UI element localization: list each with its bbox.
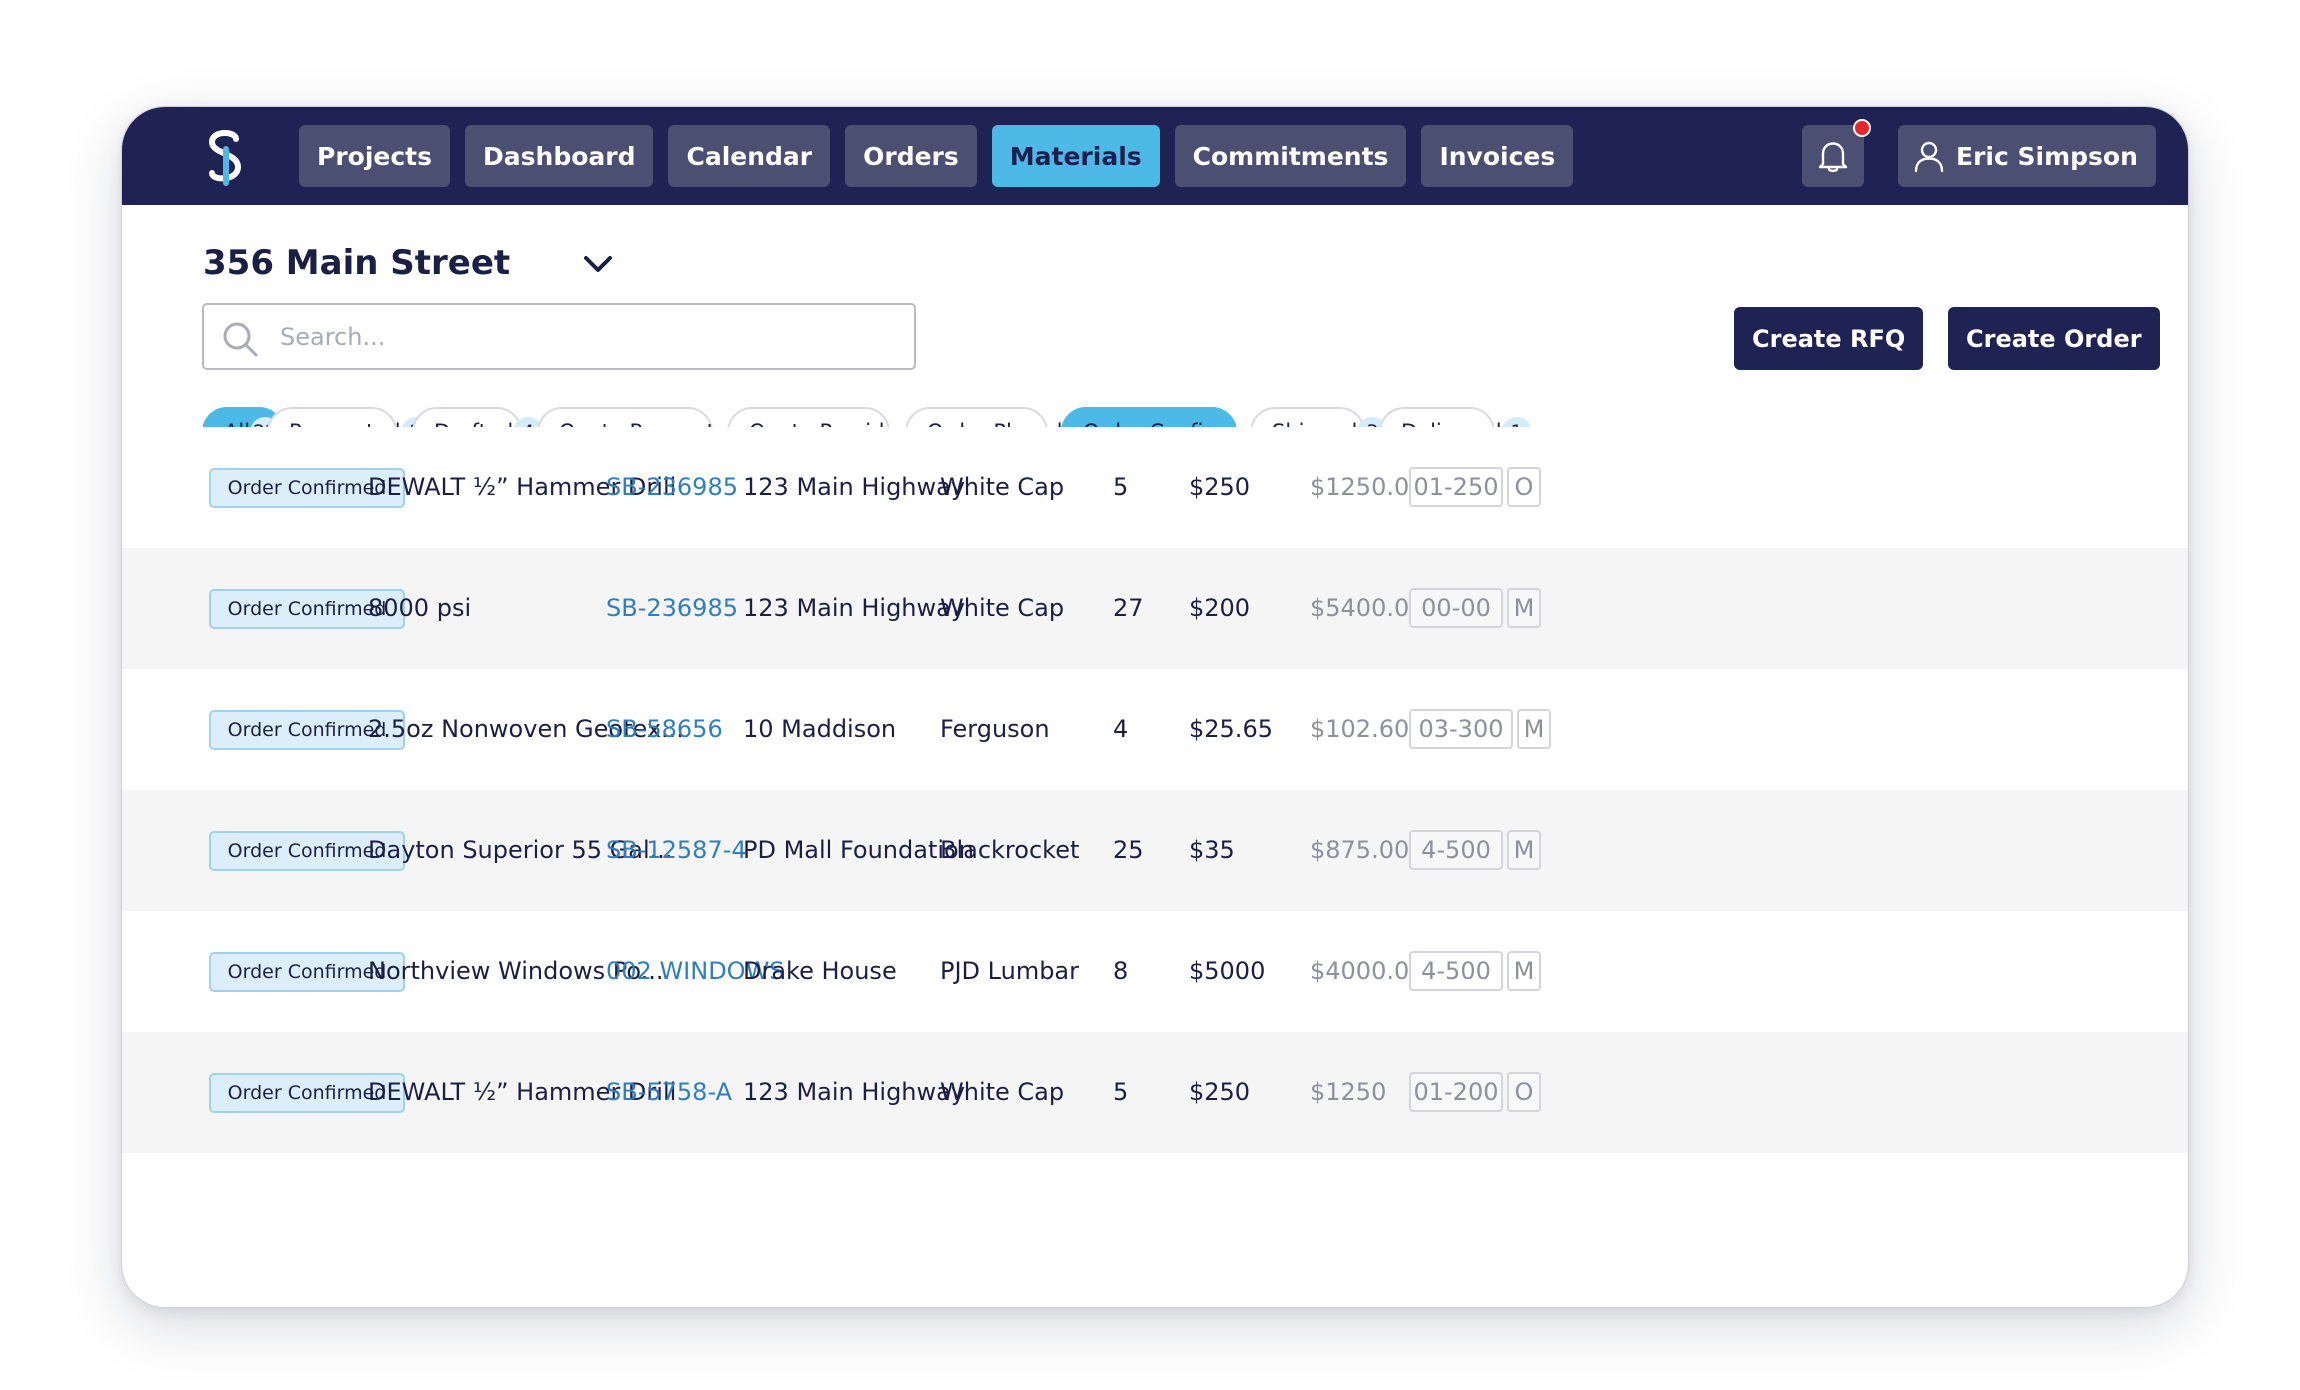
qty-cell: 25 [1113,836,1144,864]
nav-tab-invoices[interactable]: Invoices [1421,125,1574,187]
search-box [202,303,916,370]
nav-tab-projects[interactable]: Projects [299,125,451,187]
status-badge: Order Confirmed [209,710,405,750]
project-cell: Drake House [743,957,897,985]
vendor-cell: Ferguson [940,715,1050,743]
description-cell: 2.5oz Nonwoven Geotex... [368,715,684,743]
order-link[interactable]: 002 WINDOWS [606,957,785,985]
order-link[interactable]: SB-5758-A [606,1078,732,1106]
order-link[interactable]: SB-236985 [606,473,738,501]
ext-cost-cell: $102.60 [1310,715,1410,743]
vendor-cell: Blackrocket [940,836,1080,864]
table-row[interactable]: Order Confirmed DEWALT ½” Hammer Drill SB-… [122,1032,2188,1153]
status-badge: Order Confirmed [209,1073,405,1113]
cost-code-box: 03-300 [1409,709,1513,749]
cost-type-box: M [1517,709,1551,749]
status-badge: Order Confirmed [209,468,405,508]
vendor-cell: PJD Lumbar [940,957,1080,985]
nav-tab-orders[interactable]: Orders [845,125,977,187]
qty-cell: 27 [1113,594,1144,622]
ext-cost-cell: $1250.00 [1310,473,1425,501]
unit-cost-cell: $200 [1189,594,1251,622]
ext-cost-cell: $875.00 [1310,836,1410,864]
top-navbar: Projects Dashboard Calendar Orders Materials… [122,107,2188,205]
vendor-cell: White Cap [940,594,1065,622]
app-window: Projects Dashboard Calendar Orders Materials… [121,106,2189,1308]
qty-cell: 5 [1113,1078,1129,1106]
user-menu-button[interactable]: Eric Simpson [1898,125,2156,187]
search-icon [223,322,258,357]
status-badge: Order Confirmed [209,952,405,992]
cost-code-box: 01-200 [1409,1072,1503,1112]
ext-cost-cell: $4000.00 [1310,957,1425,985]
table-row[interactable]: Order Confirmed Dayton Superior 55 Gal...… [122,790,2188,911]
cost-code-box: 4-500 [1409,830,1503,870]
app-logo-icon[interactable] [204,127,246,187]
cost-code-box: 00-00 [1409,588,1503,628]
chevron-down-icon[interactable] [580,249,616,279]
order-link[interactable]: SB-12587-4 [606,836,747,864]
cost-code-box: 4-500 [1409,951,1503,991]
description-cell: DEWALT ½” Hammer Drill [368,473,677,501]
table-row[interactable]: Order Confirmed Northview Windows Po... 00… [122,911,2188,1032]
search-input[interactable] [280,315,900,359]
qty-cell: 5 [1113,473,1129,501]
table-row[interactable]: Order Confirmed 2.5oz Nonwoven Geotex... S… [122,669,2188,790]
description-cell: DEWALT ½” Hammer Drill [368,1078,677,1106]
unit-cost-cell: $25.65 [1189,715,1273,743]
description-cell: 8000 psi [368,594,472,622]
qty-cell: 4 [1113,715,1129,743]
ext-cost-cell: $1250 [1310,1078,1387,1106]
nav-tab-materials[interactable]: Materials [991,125,1160,187]
notification-dot [1853,119,1871,137]
vendor-cell: White Cap [940,1078,1065,1106]
cost-type-box: O [1507,1072,1541,1112]
create-rfq-button[interactable]: Create RFQ [1734,307,1924,370]
project-cell: 123 Main Highway [743,473,966,501]
cost-code-box: 01-250 [1409,467,1503,507]
cost-type-box: M [1507,588,1541,628]
order-link[interactable]: SB-236985 [606,594,738,622]
qty-cell: 8 [1113,957,1129,985]
cost-type-box: M [1507,830,1541,870]
description-cell: Northview Windows Po... [368,957,664,985]
unit-cost-cell: $250 [1189,1078,1251,1106]
unit-cost-cell: $250 [1189,473,1251,501]
project-cell: PD Mall Foundation [743,836,974,864]
user-icon [1914,141,1944,173]
nav-tab-dashboard[interactable]: Dashboard [465,125,654,187]
nav-tab-commitments[interactable]: Commitments [1174,125,1407,187]
order-link[interactable]: SB-58656 [606,715,723,743]
unit-cost-cell: $35 [1189,836,1235,864]
status-badge: Order Confirmed [209,831,405,871]
notifications-button[interactable] [1802,125,1864,187]
table-row[interactable]: Order Confirmed DEWALT ½” Hammer Drill SB-… [122,427,2188,548]
table-row[interactable]: Order Confirmed 8000 psi SB-236985 123 Main… [122,548,2188,669]
project-cell: 10 Maddison [743,715,897,743]
vendor-cell: White Cap [940,473,1065,501]
create-order-button[interactable]: Create Order [1948,307,2160,370]
nav-tab-calendar[interactable]: Calendar [668,125,831,187]
cost-type-box: O [1507,467,1541,507]
project-title[interactable]: 356 Main Street [203,243,511,283]
status-badge: Order Confirmed [209,589,405,629]
cost-type-box: M [1507,951,1541,991]
unit-cost-cell: $5000 [1189,957,1266,985]
user-name: Eric Simpson [1956,141,2138,171]
nav-tabs: Projects Dashboard Calendar Orders Materials… [299,125,1574,187]
project-cell: 123 Main Highway [743,594,966,622]
description-cell: Dayton Superior 55 Gal... [368,836,673,864]
ext-cost-cell: $5400.00 [1310,594,1425,622]
bell-icon [1818,142,1848,173]
project-cell: 123 Main Highway [743,1078,966,1106]
